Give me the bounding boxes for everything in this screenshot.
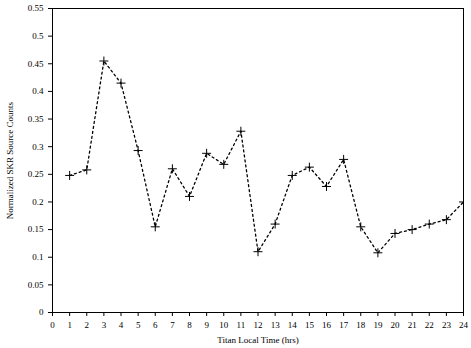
svg-text:0.55: 0.55 — [28, 3, 44, 13]
svg-text:14: 14 — [288, 320, 298, 330]
svg-text:15: 15 — [305, 320, 315, 330]
svg-text:17: 17 — [339, 320, 349, 330]
svg-text:3: 3 — [102, 320, 107, 330]
svg-text:0.3: 0.3 — [32, 142, 44, 152]
svg-text:0.35: 0.35 — [28, 114, 44, 124]
svg-text:24: 24 — [459, 320, 469, 330]
svg-text:0.25: 0.25 — [28, 169, 44, 179]
svg-text:7: 7 — [170, 320, 175, 330]
svg-text:1: 1 — [67, 320, 72, 330]
svg-text:0.1: 0.1 — [32, 252, 43, 262]
svg-text:0.05: 0.05 — [28, 280, 44, 290]
svg-text:0.15: 0.15 — [28, 224, 44, 234]
svg-text:0: 0 — [50, 320, 55, 330]
svg-text:6: 6 — [153, 320, 158, 330]
svg-text:18: 18 — [356, 320, 366, 330]
svg-text:Titan Local Time (hrs): Titan Local Time (hrs) — [217, 335, 298, 345]
svg-text:5: 5 — [136, 320, 141, 330]
svg-text:0.4: 0.4 — [32, 86, 44, 96]
svg-text:21: 21 — [408, 320, 417, 330]
svg-text:19: 19 — [373, 320, 383, 330]
svg-text:11: 11 — [237, 320, 246, 330]
svg-text:0.45: 0.45 — [28, 59, 44, 69]
svg-text:9: 9 — [204, 320, 209, 330]
svg-text:0.5: 0.5 — [32, 31, 44, 41]
svg-text:4: 4 — [119, 320, 124, 330]
svg-text:Normalized SKR Source Counts: Normalized SKR Source Counts — [5, 101, 15, 219]
svg-text:13: 13 — [271, 320, 281, 330]
svg-text:2: 2 — [85, 320, 90, 330]
svg-text:20: 20 — [391, 320, 401, 330]
svg-text:10: 10 — [219, 320, 229, 330]
svg-text:0.2: 0.2 — [32, 197, 43, 207]
svg-text:23: 23 — [442, 320, 452, 330]
svg-text:0: 0 — [39, 307, 44, 317]
svg-text:8: 8 — [187, 320, 192, 330]
svg-text:16: 16 — [322, 320, 332, 330]
svg-text:22: 22 — [425, 320, 434, 330]
svg-text:12: 12 — [254, 320, 263, 330]
